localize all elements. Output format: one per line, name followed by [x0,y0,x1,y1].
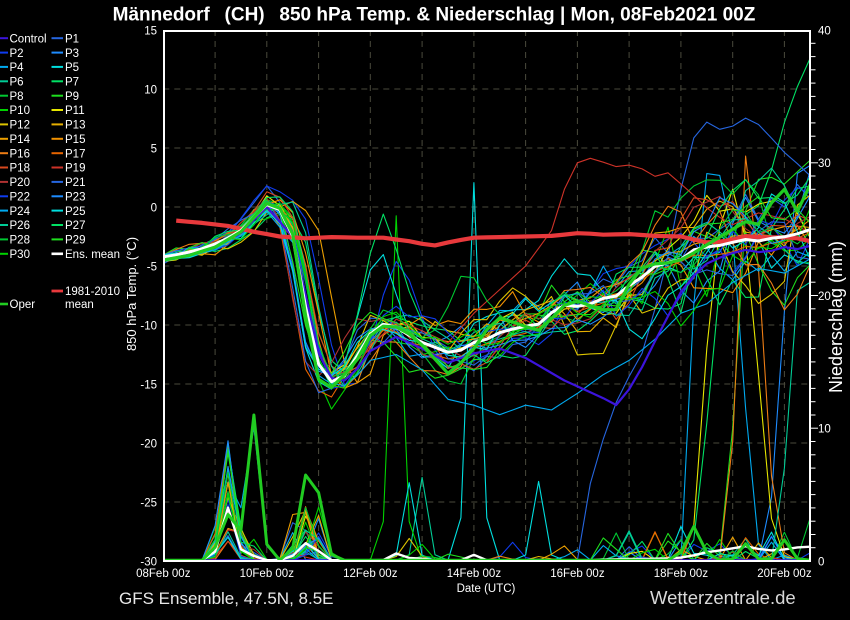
svg-text:Niederschlag (mm): Niederschlag (mm) [826,241,846,393]
svg-text:P2: P2 [10,48,24,60]
svg-text:Wetterzentrale.de: Wetterzentrale.de [650,587,796,608]
svg-text:Ens. mean: Ens. mean [65,249,120,261]
svg-text:P13: P13 [65,120,85,132]
svg-text:P4: P4 [10,62,25,74]
svg-text:P9: P9 [65,91,79,103]
svg-text:0: 0 [151,202,157,214]
svg-text:-5: -5 [147,261,157,273]
svg-text:P24: P24 [10,206,31,218]
svg-text:-10: -10 [140,320,157,332]
svg-text:P15: P15 [65,134,85,146]
svg-text:10: 10 [818,424,831,436]
svg-text:P3: P3 [65,48,79,60]
svg-text:10: 10 [144,84,157,96]
svg-text:40: 40 [818,25,831,37]
svg-text:20: 20 [818,291,831,303]
svg-text:GFS Ensemble, 47.5N, 8.5E: GFS Ensemble, 47.5N, 8.5E [119,589,334,608]
svg-text:P8: P8 [10,91,24,103]
svg-text:P30: P30 [10,249,30,261]
svg-text:P29: P29 [65,235,85,247]
svg-text:P11: P11 [65,105,85,117]
svg-text:P23: P23 [65,192,85,204]
svg-text:1981-2010: 1981-2010 [65,286,120,298]
svg-text:P18: P18 [10,163,30,175]
svg-text:10Feb 00z: 10Feb 00z [240,568,295,580]
svg-text:15: 15 [144,25,157,37]
svg-text:-15: -15 [140,379,157,391]
svg-text:P26: P26 [10,220,30,232]
svg-text:P10: P10 [10,105,30,117]
svg-text:Männedorf (CH) 850 hPa Temp.: Männedorf (CH) 850 hPa Temp. & Niedersch… [113,5,756,26]
svg-text:850 hPa Temp. (°C): 850 hPa Temp. (°C) [124,237,139,351]
svg-text:18Feb 00z: 18Feb 00z [654,568,709,580]
svg-text:P12: P12 [10,120,30,132]
svg-text:P5: P5 [65,62,79,74]
svg-text:30: 30 [818,158,831,170]
svg-text:P21: P21 [65,177,85,189]
svg-text:20Feb 00z: 20Feb 00z [757,568,812,580]
svg-text:P6: P6 [10,77,24,89]
svg-text:-20: -20 [140,438,157,450]
svg-text:0: 0 [818,556,824,568]
svg-text:P14: P14 [10,134,31,146]
svg-text:Oper: Oper [10,299,36,311]
svg-text:P20: P20 [10,177,30,189]
svg-text:P22: P22 [10,192,30,204]
svg-text:5: 5 [151,143,157,155]
svg-text:P28: P28 [10,235,30,247]
svg-text:Control: Control [10,33,47,45]
svg-text:-30: -30 [140,556,157,568]
svg-text:P25: P25 [65,206,85,218]
svg-text:P17: P17 [65,148,85,160]
svg-text:mean: mean [65,299,94,311]
svg-text:P16: P16 [10,148,30,160]
svg-text:P1: P1 [65,33,79,45]
svg-text:P27: P27 [65,220,85,232]
svg-text:P19: P19 [65,163,85,175]
svg-text:-25: -25 [140,497,157,509]
svg-text:Date (UTC): Date (UTC) [457,583,516,595]
svg-text:14Feb 00z: 14Feb 00z [447,568,502,580]
svg-text:16Feb 00z: 16Feb 00z [550,568,605,580]
svg-text:08Feb 00z: 08Feb 00z [136,568,191,580]
svg-text:P7: P7 [65,77,79,89]
svg-text:12Feb 00z: 12Feb 00z [343,568,398,580]
